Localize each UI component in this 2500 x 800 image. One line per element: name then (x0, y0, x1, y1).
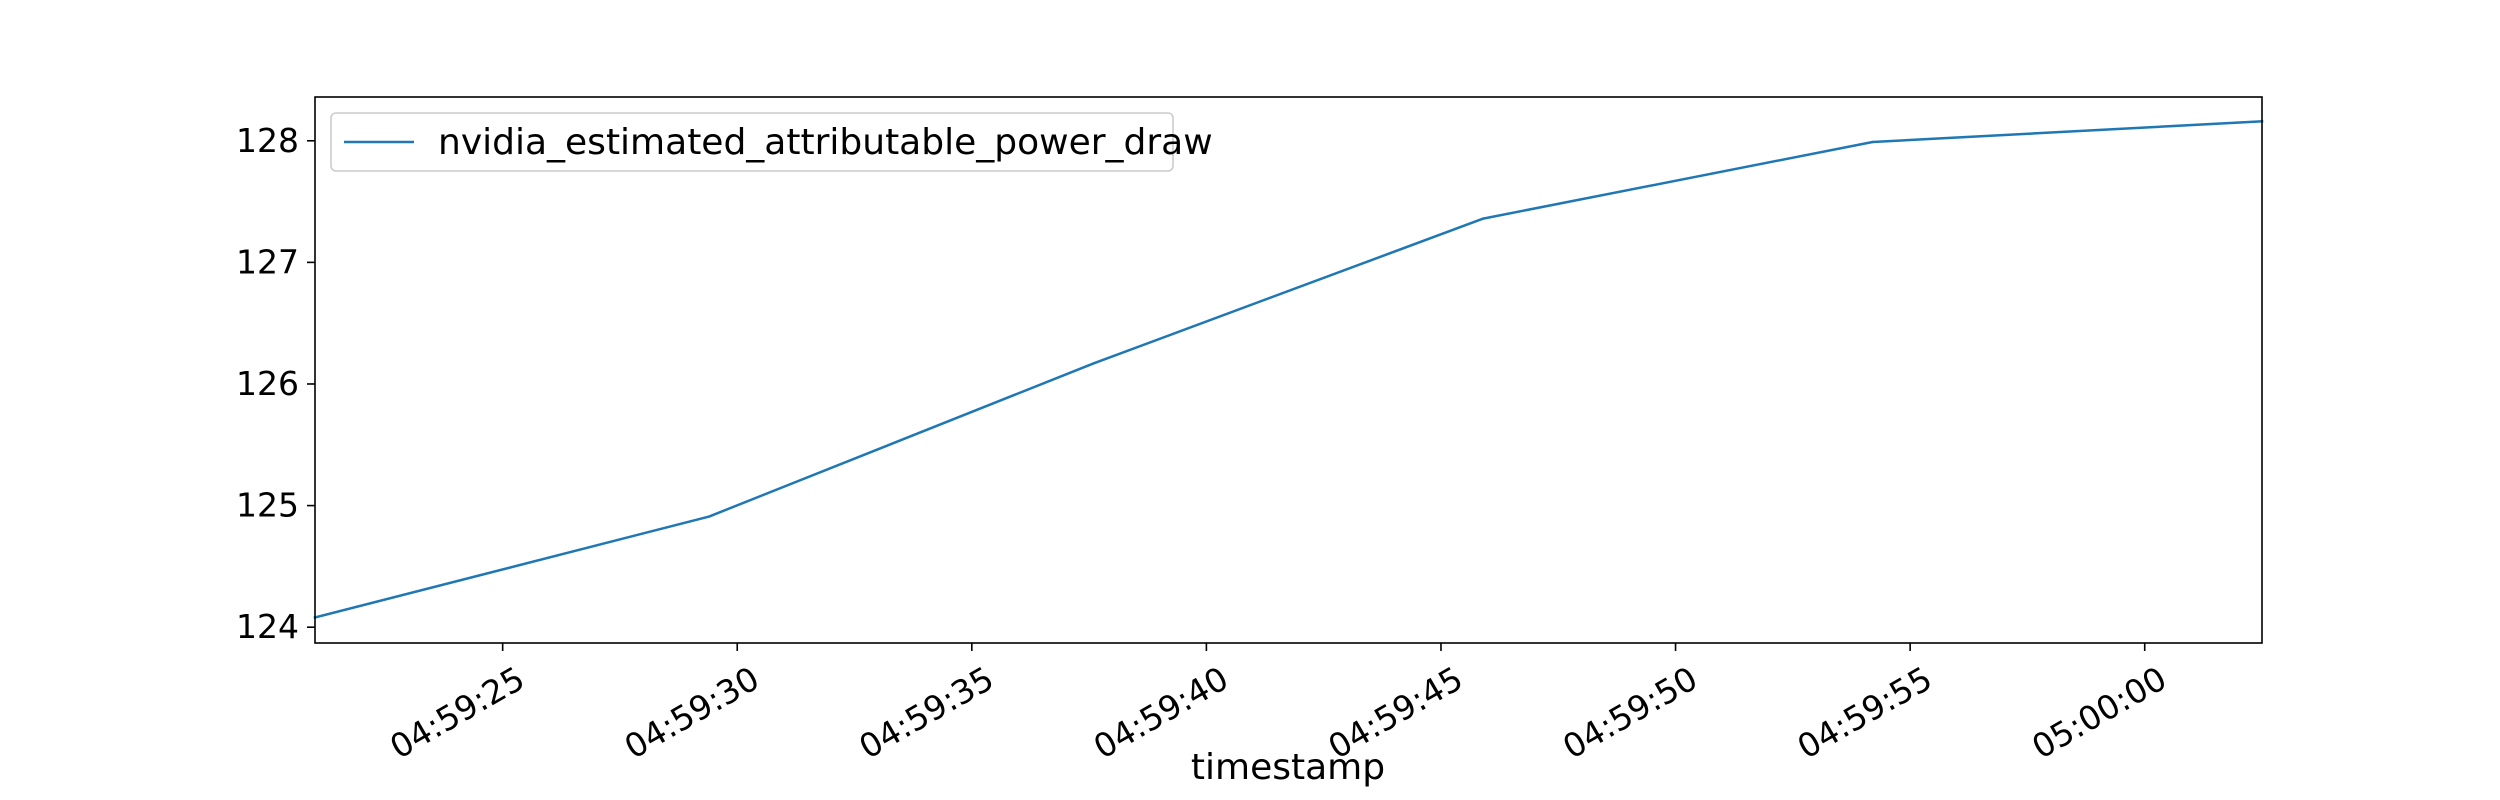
y-tick-label: 125 (236, 486, 299, 525)
data-point (1092, 362, 1096, 365)
y-tick-label: 124 (236, 607, 299, 646)
series-line (313, 120, 2264, 619)
plot-area-background (315, 97, 2262, 643)
x-tick-label: 04:59:55 (1791, 659, 1939, 767)
data-point (707, 515, 711, 518)
x-tick-label: 04:59:35 (852, 659, 1000, 767)
legend-box (330, 112, 1174, 172)
x-tick-label: 04:59:30 (618, 659, 766, 767)
legend-entry-label: nvidia_estimated_attributable_power_draw (438, 122, 1213, 163)
data-point (1871, 140, 1874, 144)
y-tick-label: 126 (236, 364, 299, 403)
data-point (1482, 217, 1485, 220)
x-tick-label: 04:59:50 (1556, 659, 1704, 767)
legend: nvidia_estimated_attributable_power_draw (330, 112, 1213, 172)
y-tick-label: 127 (236, 242, 299, 281)
x-tick-label: 04:59:25 (383, 659, 531, 767)
x-axis-label: timestamp (1191, 747, 1385, 788)
y-tick-label: 128 (236, 121, 299, 160)
y-axis: 124 125 126 127 128 (236, 121, 315, 646)
plot-area-frame (314, 96, 2263, 644)
x-tick-label: 05:00:00 (2025, 659, 2173, 767)
